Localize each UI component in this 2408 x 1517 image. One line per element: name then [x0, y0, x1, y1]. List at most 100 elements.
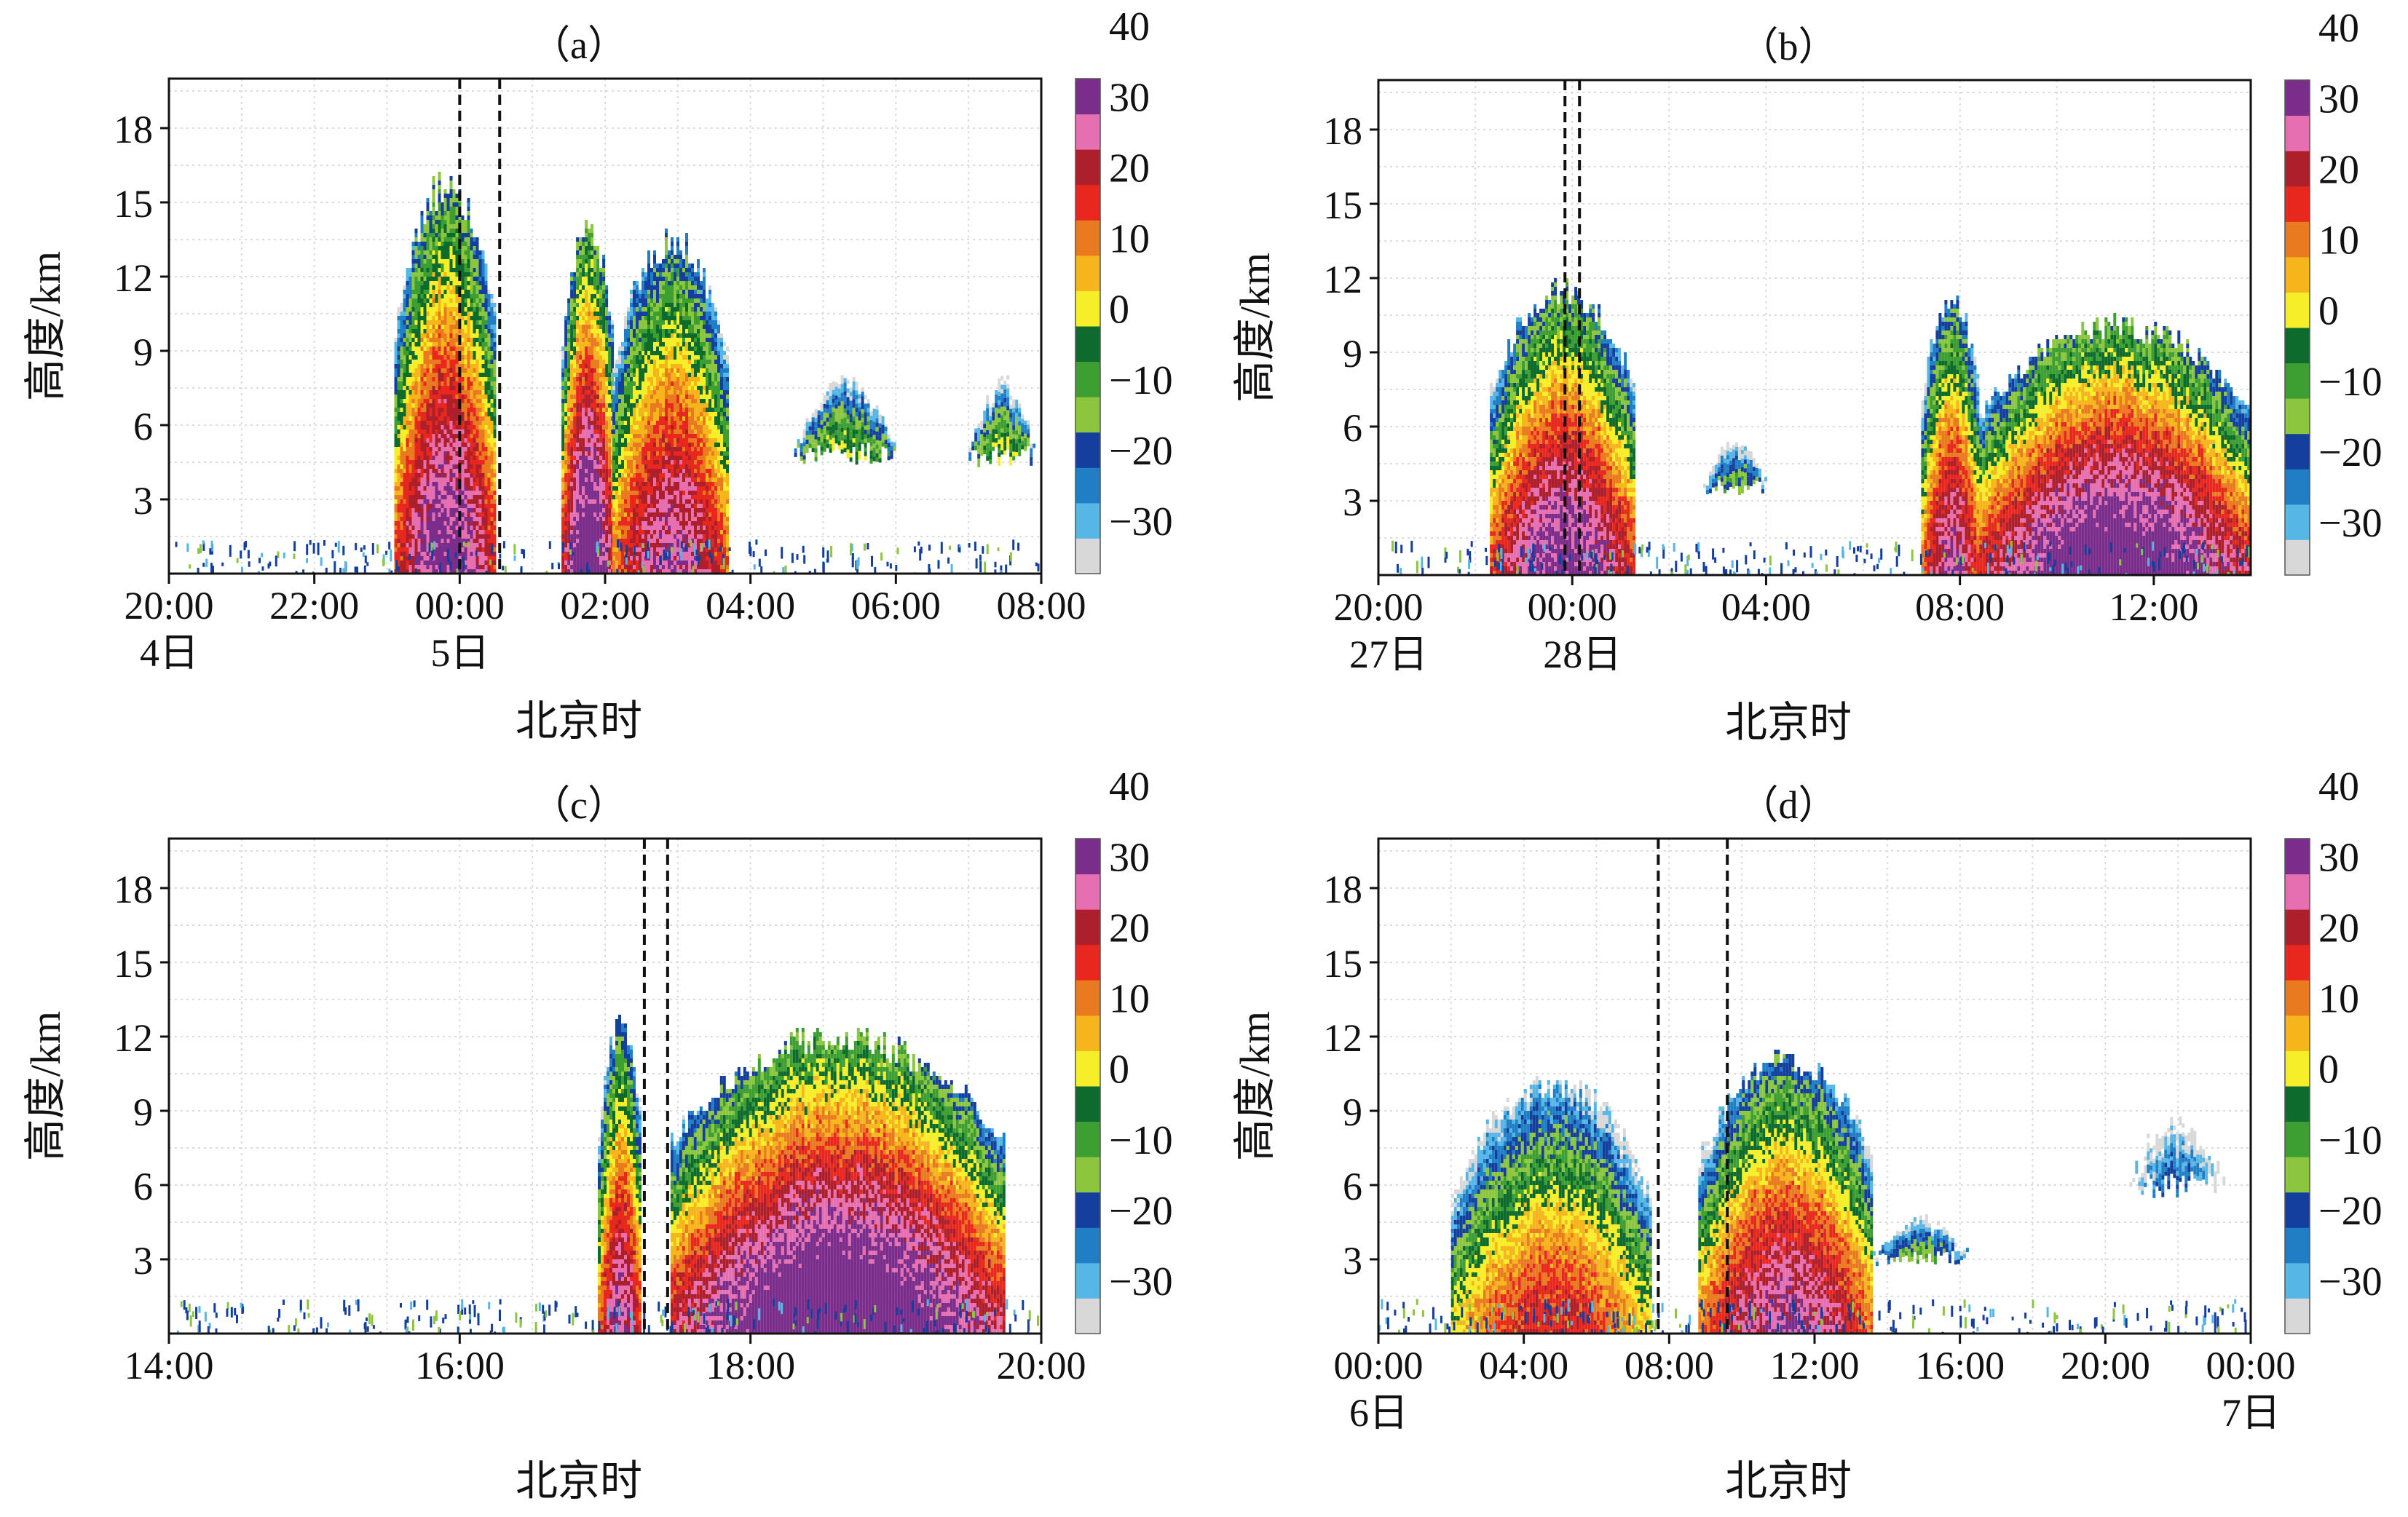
- x-tick-label: 18:00: [706, 1344, 795, 1387]
- echo-cell-d-0: [1450, 1076, 1652, 1334]
- colorbar-swatch: [1075, 184, 1100, 221]
- x-tick-label: 20:00: [2061, 1344, 2150, 1387]
- y-tick-label: 15: [1323, 183, 1362, 227]
- x-tick-label: 16:00: [1915, 1344, 2005, 1387]
- echo-cell-a-3: [794, 375, 896, 465]
- x-tick-sublabel: 5日: [430, 631, 489, 675]
- x-tick-label: 06:00: [851, 584, 941, 627]
- x-tick-label: 08:00: [996, 584, 1086, 627]
- colorbar-swatch: [1075, 432, 1100, 468]
- echo-cell-a-1: [561, 220, 615, 574]
- colorbar-swatch: [2285, 1262, 2310, 1299]
- colorbar-swatch: [1075, 944, 1100, 981]
- panel-title-d: （d）: [1740, 783, 1838, 827]
- panel-title-b: （b）: [1740, 25, 1838, 68]
- y-tick-label: 6: [133, 1165, 153, 1208]
- panel-c: 3 6 9 12 15 18 14:00 16:00 18:00 20:00 （c） 高度/km 北京时…: [22, 764, 1173, 1505]
- colorbar-tick-label: 30: [1109, 835, 1150, 880]
- colorbar-tick-label: −10: [1109, 1118, 1173, 1163]
- colorbar-swatch: [2285, 469, 2310, 505]
- colorbar-tick-label: −20: [2318, 430, 2383, 475]
- colorbar-tick-label: −10: [2318, 1118, 2383, 1163]
- colorbar-tick-label: 20: [1109, 906, 1150, 951]
- colorbar-swatch: [2285, 1192, 2310, 1228]
- colorbar-tick-label: −30: [1109, 1259, 1173, 1304]
- y-tick-label: 18: [1323, 109, 1362, 153]
- colorbar-tick-label: 40: [2318, 764, 2359, 809]
- echo-cell-d-1: [1698, 1050, 1874, 1334]
- x-axis-label: 北京时: [1725, 699, 1852, 746]
- x-tick-label: 22:00: [269, 584, 359, 627]
- x-tick-label: 02:00: [560, 584, 650, 627]
- y-tick-label: 6: [133, 405, 153, 448]
- echo-field-a: [394, 172, 1036, 574]
- colorbar-swatch: [2285, 1157, 2310, 1193]
- x-tick-label: 20:00: [1333, 585, 1423, 629]
- colorbar-b: 40 30 20 10 0 −10 −20 −30: [2284, 6, 2383, 576]
- colorbar-swatch: [2285, 221, 2310, 258]
- colorbar-swatch: [2285, 1298, 2310, 1334]
- colorbar-frame: [2284, 838, 2310, 1334]
- colorbar-tick-label: 20: [1109, 146, 1150, 191]
- colorbar-swatch: [1075, 290, 1100, 327]
- echo-cell-c-0: [598, 1015, 642, 1334]
- colorbar-tick-label: 0: [1109, 1047, 1129, 1093]
- x-tick-sublabel: 6日: [1349, 1391, 1408, 1435]
- colorbar-tick-label: −20: [1109, 1189, 1173, 1234]
- colorbar-d: 40 30 20 10 0 −10 −20 −30: [2284, 764, 2383, 1334]
- colorbar-swatch: [2285, 504, 2310, 540]
- x-tick-label: 20:00: [124, 584, 213, 627]
- y-tick-label: 3: [1343, 1239, 1362, 1283]
- y-tick-label: 12: [1323, 258, 1362, 301]
- colorbar-tick-label: 30: [2318, 76, 2359, 122]
- colorbar-tick-label: −30: [2318, 501, 2383, 546]
- colorbar-swatch: [1075, 255, 1100, 291]
- y-axis-label: 高度/km: [22, 251, 69, 401]
- colorbar-swatch: [1075, 1015, 1100, 1051]
- colorbar-swatch: [2285, 186, 2310, 222]
- colorbar-tick-label: 0: [2318, 289, 2339, 334]
- colorbar-swatch: [1075, 502, 1100, 539]
- colorbar-frame: [1075, 838, 1101, 1334]
- x-tick-sublabel: 4日: [140, 631, 199, 675]
- colorbar-swatch: [2285, 1121, 2310, 1157]
- colorbar-tick-label: −30: [2318, 1259, 2383, 1304]
- y-tick-label: 9: [1343, 1090, 1362, 1134]
- colorbar-tick-label: −10: [2318, 360, 2383, 405]
- x-tick-label: 00:00: [415, 584, 505, 627]
- y-tick-label: 6: [1343, 1165, 1362, 1208]
- colorbar-a: 40 30 20 10 0 −10 −20 −30: [1075, 4, 1173, 574]
- y-tick-label: 9: [133, 1090, 153, 1134]
- colorbar-swatch: [2285, 292, 2310, 328]
- y-tick-label: 3: [133, 1239, 153, 1283]
- x-tick-label: 00:00: [1333, 1344, 1423, 1387]
- colorbar-swatch: [2285, 115, 2310, 151]
- colorbar-tick-label: 40: [2318, 6, 2359, 51]
- echo-field-d: [1450, 1050, 2226, 1334]
- colorbar-swatch: [2285, 980, 2310, 1016]
- colorbar-swatch: [2285, 398, 2310, 435]
- echo-field-c: [598, 1015, 1006, 1334]
- colorbar-tick-label: −30: [1109, 499, 1173, 544]
- colorbar-swatch: [1075, 1192, 1100, 1228]
- surface-clutter-a: [175, 539, 1040, 574]
- y-axis-label: 高度/km: [1231, 1011, 1279, 1161]
- colorbar-tick-label: 30: [1109, 75, 1150, 120]
- grid-d: [1378, 839, 2251, 1334]
- colorbar-swatch: [1075, 1050, 1100, 1087]
- x-tick-label: 14:00: [124, 1344, 213, 1387]
- panel-title-a: （a）: [531, 23, 627, 67]
- colorbar-swatch: [1075, 1157, 1100, 1193]
- y-tick-label: 3: [133, 479, 153, 523]
- colorbar-c: 40 30 20 10 0 −10 −20 −30: [1075, 764, 1173, 1334]
- colorbar-tick-label: 20: [2318, 147, 2359, 192]
- colorbar-swatch: [1075, 149, 1100, 186]
- colorbar-swatch: [2285, 1015, 2310, 1051]
- colorbar-tick-label: 0: [2318, 1047, 2339, 1093]
- y-tick-label: 12: [114, 1016, 153, 1060]
- panel-title-c: （c）: [531, 783, 627, 827]
- colorbar-tick-label: −20: [1109, 429, 1173, 474]
